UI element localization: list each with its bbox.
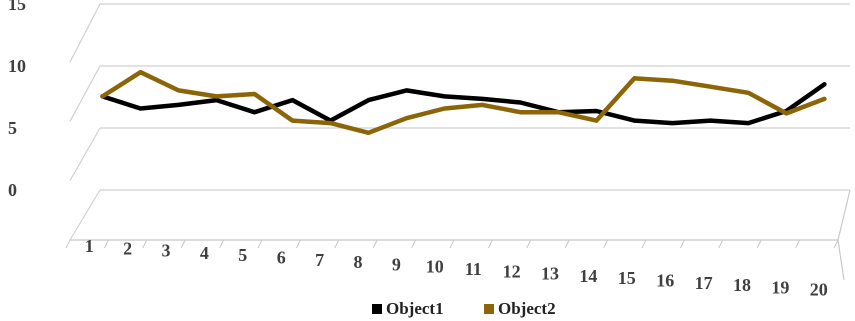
x-tick-mark — [372, 239, 378, 249]
gridline-side-10 — [69, 65, 101, 122]
legend-label-object1: Object1 — [386, 299, 444, 318]
x-tick-label: 16 — [656, 271, 674, 291]
x-axis-ticks: 1 2 3 4 5 6 7 8 9 10 11 12 13 14 15 16 17 18 19 20 — [85, 236, 828, 300]
x-tick-label: 10 — [426, 257, 444, 277]
series-object1 — [100, 82, 827, 126]
y-tick-label: 5 — [8, 118, 17, 138]
x-tick-label: 19 — [771, 277, 789, 297]
x-tick-mark — [257, 239, 263, 249]
x-tick-label: 15 — [618, 268, 636, 288]
x-tick-label: 7 — [315, 250, 324, 270]
x-tick-label: 12 — [503, 261, 521, 281]
x-tick-label: 18 — [733, 275, 751, 295]
x-tick-mark — [103, 239, 109, 249]
x-tick-mark — [641, 239, 647, 249]
gridline-side-5 — [69, 127, 101, 181]
x-tick-label: 3 — [162, 241, 171, 261]
x-tick-label: 2 — [123, 238, 132, 258]
gridline-side-15 — [69, 3, 101, 63]
x-tick-mark — [334, 239, 340, 249]
x-tick-mark — [795, 239, 801, 249]
y-tick-label: 15 — [8, 0, 26, 14]
x-tick-mark — [718, 239, 724, 249]
x-tick-mark — [65, 239, 71, 249]
series-lines — [100, 69, 827, 136]
x-tick-label: 20 — [810, 280, 828, 300]
x-tick-label: 11 — [465, 259, 482, 279]
x-tick-mark — [411, 239, 417, 249]
x-tick-mark — [295, 239, 301, 249]
x-tick-mark — [526, 239, 532, 249]
x-tick-label: 8 — [354, 252, 363, 272]
x-tick-mark — [449, 239, 455, 249]
x-tick-label: 1 — [85, 236, 94, 256]
x-tick-label: 14 — [579, 266, 597, 286]
y-tick-label: 0 — [8, 180, 17, 200]
x-tick-mark — [679, 239, 685, 249]
x-tick-mark — [564, 239, 570, 249]
x-tick-mark — [219, 239, 225, 249]
x-tick-label: 4 — [200, 243, 209, 263]
gridline-side-0 — [69, 189, 101, 241]
legend-swatch-object1 — [372, 304, 382, 314]
x-tick-label: 13 — [541, 264, 559, 284]
legend: Object1 Object2 — [372, 299, 556, 318]
x-tick-mark — [833, 239, 839, 249]
x-tick-mark — [487, 239, 493, 249]
series-object2 — [100, 69, 827, 136]
chart-floor — [65, 189, 851, 281]
legend-label-object2: Object2 — [498, 299, 556, 318]
x-tick-label: 5 — [238, 245, 247, 265]
floor-right-edge — [837, 189, 851, 241]
x-tick-mark — [180, 239, 186, 249]
y-tick-label: 10 — [8, 56, 26, 76]
y-axis-ticks: 0 5 10 15 — [8, 0, 26, 200]
x-tick-mark — [142, 239, 148, 249]
gridlines — [69, 3, 850, 241]
x-tick-mark — [756, 239, 762, 249]
x-tick-label: 9 — [392, 254, 401, 274]
x-tick-mark — [603, 239, 609, 249]
floor-corner-edge — [837, 239, 845, 281]
x-tick-label: 6 — [277, 248, 286, 268]
legend-swatch-object2 — [484, 304, 494, 314]
x-tick-label: 17 — [695, 273, 713, 293]
